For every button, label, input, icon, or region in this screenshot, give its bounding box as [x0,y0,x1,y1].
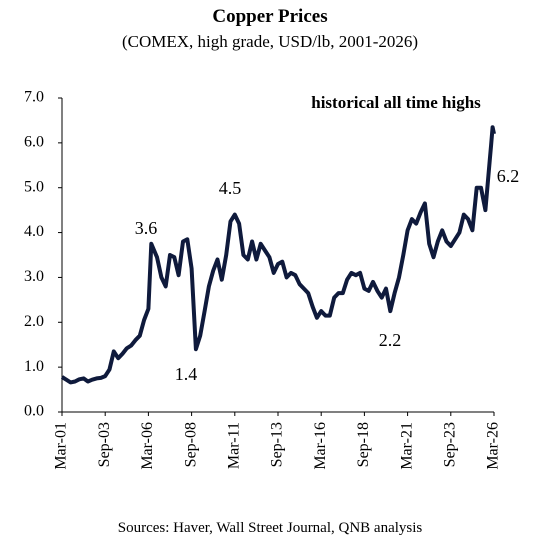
annotation: 3.6 [135,218,158,238]
x-tick-label: Mar-06 [139,422,156,470]
x-tick-label: Mar-11 [225,422,242,469]
annotation: 1.4 [175,364,198,384]
annotation: 6.2 [497,166,520,186]
annotation: 4.5 [219,178,242,198]
y-tick-label: 6.0 [24,134,44,151]
chart-title: Copper Prices [212,6,327,27]
source-note: Sources: Haver, Wall Street Journal, QNB… [118,520,423,536]
chart-subtitle: (COMEX, high grade, USD/lb, 2001-2026) [122,32,418,51]
x-tick-label: Sep-13 [269,422,286,467]
y-tick-label: 7.0 [24,89,44,106]
y-tick-label: 3.0 [24,268,44,285]
y-tick-label: 4.0 [24,223,44,240]
x-tick-label: Mar-21 [398,422,415,470]
y-tick-label: 2.0 [24,313,44,330]
price-line [60,125,496,385]
x-tick-label: Sep-03 [96,422,113,467]
y-tick-label: 0.0 [24,403,44,420]
y-tick-label: 5.0 [24,178,44,195]
x-tick-label: Mar-01 [53,422,70,470]
annotation: 2.2 [379,330,402,350]
x-tick-label: Sep-08 [182,422,199,467]
x-tick-label: Sep-18 [355,422,372,467]
x-tick-label: Sep-23 [441,422,458,467]
annotation: historical all time highs [311,93,481,112]
x-tick-label: Mar-16 [312,422,329,470]
x-tick-label: Mar-26 [485,422,502,470]
y-tick-label: 1.0 [24,358,44,375]
